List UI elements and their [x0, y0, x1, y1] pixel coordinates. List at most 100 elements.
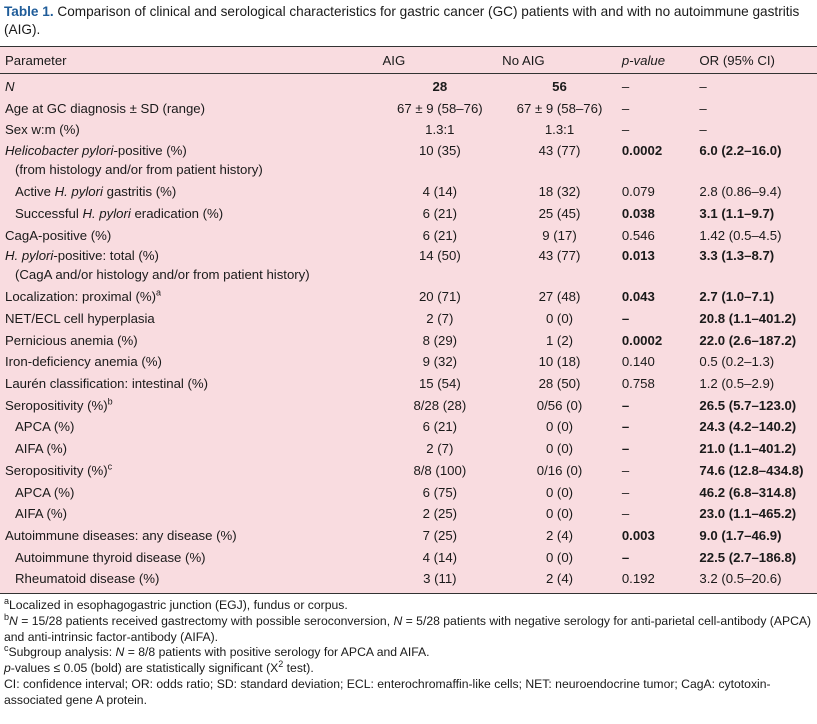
- row-label: Rheumatoid disease (%): [0, 568, 378, 595]
- cell-or: 23.0 (1.1–465.2): [699, 506, 797, 522]
- cell-no-aig: 56: [552, 79, 567, 94]
- row-label-pre: Successful: [15, 205, 83, 221]
- cell-no-aig: 10 (18): [538, 354, 581, 370]
- cell-or: 24.3 (4.2–140.2): [699, 419, 797, 435]
- row-label-subline: (CagA and/or histology and/or from patie…: [15, 267, 310, 283]
- cell-no-aig: 2 (4): [545, 527, 574, 543]
- cell-aig: 6 (21): [422, 205, 458, 221]
- row-label-post: gastritis (%): [102, 184, 177, 200]
- cell-aig: 1.3:1: [425, 122, 455, 138]
- cell-p: –: [621, 419, 630, 435]
- header-parameter: Parameter: [0, 46, 378, 74]
- row-label: Autoimmune thyroid disease (%): [15, 549, 206, 565]
- cell-p: 0.0002: [621, 332, 663, 348]
- table-caption: Table 1. Comparison of clinical and sero…: [4, 3, 814, 38]
- cell-p: –: [621, 484, 630, 500]
- cell-aig: 6 (21): [422, 227, 458, 243]
- cell-or: 3.1 (1.1–9.7): [699, 205, 775, 221]
- row-label-italic: H. pylori: [82, 205, 131, 221]
- footnote-c-n: N: [115, 645, 125, 660]
- cell-p: –: [621, 79, 630, 94]
- cell-no-aig: 25 (45): [538, 205, 581, 221]
- table-row: H. pylori-positive: total (%) (CagA and/…: [0, 246, 817, 286]
- row-label-italic: Helicobacter pylori: [5, 143, 114, 159]
- header-p-value: p-value: [616, 46, 695, 74]
- cell-aig: 4 (14): [422, 549, 458, 565]
- cell-no-aig: 18 (32): [538, 184, 581, 200]
- row-label-text: Seropositivity (%): [5, 462, 108, 478]
- cell-p: –: [621, 310, 630, 326]
- table-row: CagA-positive (%) 6 (21) 9 (17) 0.546 1.…: [0, 225, 817, 247]
- footnote-a-text: Localized in esophagogastric junction (E…: [9, 598, 348, 612]
- footnote-p-italic: p: [4, 661, 11, 676]
- table-row: NET/ECL cell hyperplasia 2 (7) 0 (0) – 2…: [0, 308, 817, 330]
- cell-aig: 4 (14): [422, 184, 458, 200]
- cell-aig: 28: [432, 79, 448, 94]
- cell-no-aig: 2 (4): [497, 568, 617, 595]
- cell-p: 0.192: [616, 568, 695, 595]
- cell-no-aig: 0/56 (0): [536, 397, 583, 413]
- cell-p: 0.038: [621, 205, 655, 221]
- cell-or: 74.6 (12.8–434.8): [699, 462, 804, 478]
- header-p-value-text: p-value: [621, 52, 666, 68]
- footnote-marker: b: [107, 396, 113, 407]
- cell-aig: 14 (50): [418, 248, 461, 264]
- cell-or: 0.5 (0.2–1.3): [699, 354, 775, 370]
- cell-no-aig: 0 (0): [545, 441, 574, 457]
- cell-p: –: [621, 549, 630, 565]
- table-footnotes: aLocalized in esophagogastric junction (…: [4, 595, 814, 709]
- table-label: Table: [4, 4, 39, 19]
- cell-or: 46.2 (6.8–314.8): [699, 484, 797, 500]
- row-label: AIFA (%): [15, 506, 68, 522]
- table-row: Sex w:m (%) 1.3:1 1.3:1 – –: [0, 119, 817, 141]
- cell-aig: 2 (7): [426, 441, 454, 457]
- cell-aig: 10 (35): [418, 143, 461, 159]
- row-label: Seropositivity (%)c: [0, 460, 378, 482]
- table-row: Seropositivity (%)c 8/8 (100) 0/16 (0) –…: [0, 460, 817, 482]
- row-label: APCA (%): [15, 484, 75, 500]
- cell-or: 26.5 (5.7–123.0): [699, 397, 797, 413]
- table-row: Autoimmune thyroid disease (%) 4 (14) 0 …: [0, 547, 817, 569]
- footnote-b-n1: N: [9, 613, 18, 628]
- header-row: Parameter AIG No AIG p-value OR (95% CI): [0, 46, 817, 74]
- cell-p: 0.013: [621, 248, 655, 264]
- footnote-a-marker: a: [4, 595, 10, 606]
- footnote-b-t2: = 5/28 patients with negative serology f…: [4, 613, 812, 644]
- cell-aig: 67 ± 9 (58–76): [397, 100, 483, 116]
- cell-or: 6.0 (2.2–16.0): [699, 143, 782, 159]
- cell-or: 9.0 (1.7–46.9): [699, 527, 782, 543]
- row-label: AIFA (%): [15, 441, 68, 457]
- row-label-italic: H. pylori: [5, 248, 54, 264]
- header-no-aig: No AIG: [497, 46, 617, 74]
- cell-no-aig: 43 (77): [538, 248, 581, 264]
- table-number: 1.: [42, 4, 54, 19]
- row-label: Pernicious anemia (%): [5, 332, 138, 348]
- cell-or: 2.7 (1.0–7.1): [699, 289, 775, 305]
- cell-no-aig: 43 (77): [538, 143, 581, 159]
- footnote-p: p-values ≤ 0.05 (bold) are statistically…: [4, 660, 814, 677]
- footnote-marker: c: [107, 461, 113, 472]
- row-label: Helicobacter pylori-positive (%) (from h…: [0, 141, 378, 181]
- cell-aig: 3 (11): [377, 568, 498, 595]
- cell-or: 22.5 (2.7–186.8): [699, 549, 797, 565]
- row-label: Localization: proximal (%)a: [0, 286, 378, 308]
- cell-or: 21.0 (1.1–401.2): [699, 441, 797, 457]
- table-row: Age at GC diagnosis ± SD (range) 67 ± 9 …: [0, 98, 817, 120]
- cell-no-aig: 1.3:1: [544, 122, 575, 138]
- cell-aig: 8 (29): [422, 332, 458, 348]
- cell-or: –: [699, 79, 707, 94]
- table-row: Iron-deficiency anemia (%) 9 (32) 10 (18…: [0, 351, 817, 373]
- footnote-c-t1: Subgroup analysis:: [8, 645, 116, 660]
- cell-aig: 20 (71): [418, 289, 461, 305]
- row-label-text: Seropositivity (%): [5, 397, 108, 413]
- footnote-p-t1: -values ≤ 0.05 (bold) are statistically …: [10, 661, 279, 676]
- cell-p: 0.0002: [621, 143, 663, 159]
- footnote-b-n2: N: [393, 613, 403, 628]
- cell-no-aig: 0 (0): [545, 549, 574, 565]
- cell-aig: 2 (25): [422, 506, 458, 522]
- table-row: AIFA (%) 2 (7) 0 (0) – 21.0 (1.1–401.2): [0, 438, 817, 460]
- table-row: AIFA (%) 2 (25) 0 (0) – 23.0 (1.1–465.2): [0, 503, 817, 525]
- footnote-abbreviations: CI: confidence interval; OR: odds ratio;…: [4, 676, 771, 707]
- cell-or: 20.8 (1.1–401.2): [699, 310, 797, 326]
